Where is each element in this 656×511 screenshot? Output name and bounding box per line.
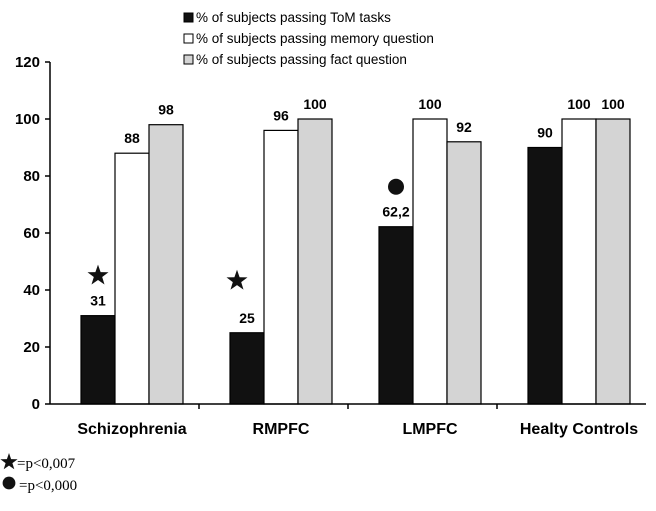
note-text-2: =p<0,000 — [19, 478, 77, 494]
legend-swatch-1 — [183, 12, 194, 23]
x-tick-label-3: LMPFC — [402, 421, 458, 438]
bars-group: 31 88 98 25 96 100 62,2 100 92 90 100 100 — [80, 96, 631, 405]
y-tick-label-5: 80 — [23, 168, 40, 185]
bar-1-2 — [229, 332, 265, 405]
note-marker-1 — [0, 453, 18, 470]
bar-3-1 — [148, 124, 184, 405]
data-label-3-3: 92 — [456, 119, 472, 135]
data-label-3-1: 98 — [158, 102, 174, 118]
bar-3-3 — [446, 141, 482, 405]
bar-1-4 — [527, 146, 563, 405]
legend-label-3: % of subjects passing fact question — [196, 52, 407, 67]
bar-1-3 — [378, 226, 414, 405]
data-label-1-1: 31 — [90, 293, 106, 309]
significance-marker-1 — [87, 264, 109, 285]
bar-2-4 — [561, 118, 597, 405]
bar-3-4 — [595, 118, 631, 405]
legend-label-2: % of subjects passing memory question — [196, 31, 434, 46]
data-label-1-2: 25 — [239, 310, 255, 326]
significance-marker-2 — [226, 269, 248, 290]
note-marker-2 — [2, 476, 16, 490]
x-tick-label-4: Healty Controls — [520, 421, 638, 438]
data-label-1-3: 62,2 — [382, 204, 409, 220]
y-tick-label-2: 20 — [23, 339, 40, 356]
bar-2-2 — [263, 129, 299, 405]
x-tick-label-1: Schizophrenia — [77, 421, 186, 438]
x-tick-label-2: RMPFC — [253, 421, 310, 438]
significance-notes: =p<0,007 =p<0,000 — [0, 453, 77, 494]
legend-label-1: % of subjects passing ToM tasks — [196, 10, 391, 25]
legend: % of subjects passing ToM tasks % of subj… — [183, 10, 434, 67]
bar-3-2 — [297, 118, 333, 405]
data-label-1-4: 90 — [537, 125, 553, 141]
significance-marker-3 — [388, 178, 404, 195]
y-tick-label-6: 100 — [15, 111, 40, 128]
data-label-2-1: 88 — [124, 130, 140, 146]
note-text-1: =p<0,007 — [17, 456, 76, 472]
data-label-2-3: 100 — [418, 96, 442, 112]
bar-1-1 — [80, 315, 116, 405]
data-label-3-4: 100 — [601, 96, 625, 112]
data-label-2-2: 96 — [273, 107, 289, 123]
data-label-3-2: 100 — [303, 96, 327, 112]
axes-group: 0 20 40 60 80 100 120 Schizophrenia RMPFC LMPFC He… — [15, 54, 646, 438]
y-tick-label-3: 40 — [23, 282, 40, 299]
data-label-2-4: 100 — [567, 96, 591, 112]
bar-2-1 — [114, 152, 150, 405]
y-tick-label-1: 0 — [32, 396, 40, 413]
legend-swatch-3 — [183, 54, 194, 65]
legend-swatch-2 — [183, 33, 194, 44]
y-tick-label-7: 120 — [15, 54, 40, 71]
bar-2-3 — [412, 118, 448, 405]
y-tick-label-4: 60 — [23, 225, 40, 242]
